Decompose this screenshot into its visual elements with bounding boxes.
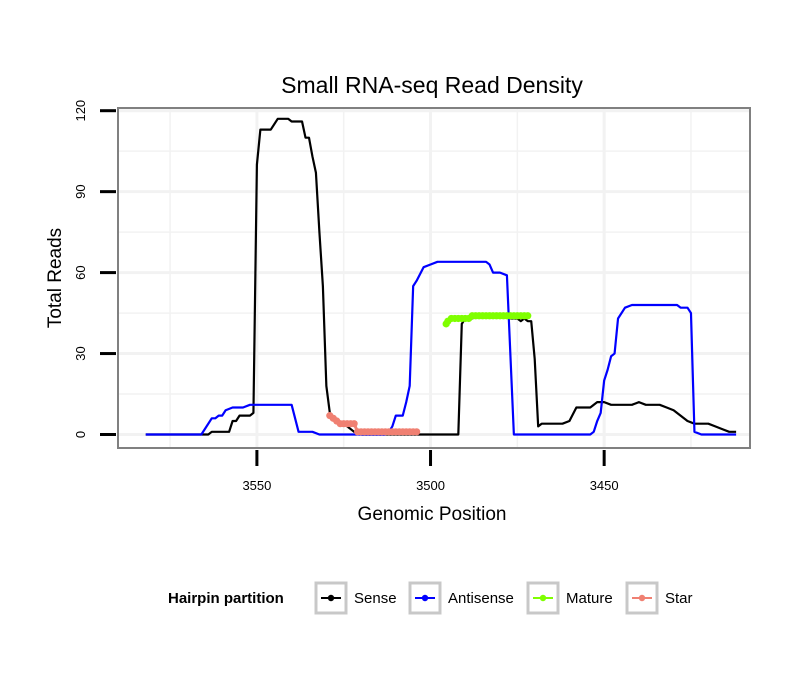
legend-item-antisense: Antisense — [408, 581, 514, 615]
legend-key-dot — [421, 594, 429, 602]
x-tick-label: 3450 — [590, 478, 619, 493]
series-line-antisense — [145, 260, 737, 436]
y-tick-label: 0 — [73, 431, 88, 438]
legend-title: Hairpin partition — [168, 590, 284, 607]
legend-label-sense: Sense — [354, 590, 397, 607]
data-point-star — [350, 420, 358, 428]
x-tick-label: 3500 — [416, 478, 445, 493]
series-line-sense — [145, 117, 737, 436]
plot-panel — [118, 108, 750, 448]
y-tick-label: 120 — [73, 100, 88, 122]
legend-label-antisense: Antisense — [448, 590, 514, 607]
series-sense — [145, 117, 737, 436]
legend-item-star: Star — [625, 581, 693, 615]
series-antisense — [145, 260, 737, 436]
grid-lines — [118, 108, 750, 448]
series-mature — [442, 312, 532, 328]
y-tick-label: 90 — [73, 184, 88, 198]
legend-key-dot — [539, 594, 547, 602]
x-tick-label: 3550 — [242, 478, 271, 493]
chart-title: Small RNA-seq Read Density — [281, 72, 583, 98]
plot-border — [117, 107, 751, 449]
data-point-mature — [524, 312, 532, 320]
legend-item-mature: Mature — [526, 581, 613, 615]
legend-item-sense: Sense — [314, 581, 397, 615]
series-star — [326, 412, 421, 436]
y-axis-label: Total Reads — [45, 228, 66, 328]
legend-label-mature: Mature — [566, 590, 613, 607]
y-tick-label: 60 — [73, 265, 88, 279]
legend: Hairpin partition Sense Antisense Mature St… — [168, 581, 693, 615]
axes: 3550 3500 3450 0 30 60 90 120 — [73, 100, 619, 493]
y-tick-label: 30 — [73, 346, 88, 360]
series-lines — [145, 117, 737, 436]
data-point-star — [413, 428, 421, 436]
legend-label-star: Star — [665, 590, 693, 607]
x-axis-label: Genomic Position — [358, 504, 507, 525]
legend-key-dot — [638, 594, 646, 602]
legend-key-dot — [327, 594, 335, 602]
